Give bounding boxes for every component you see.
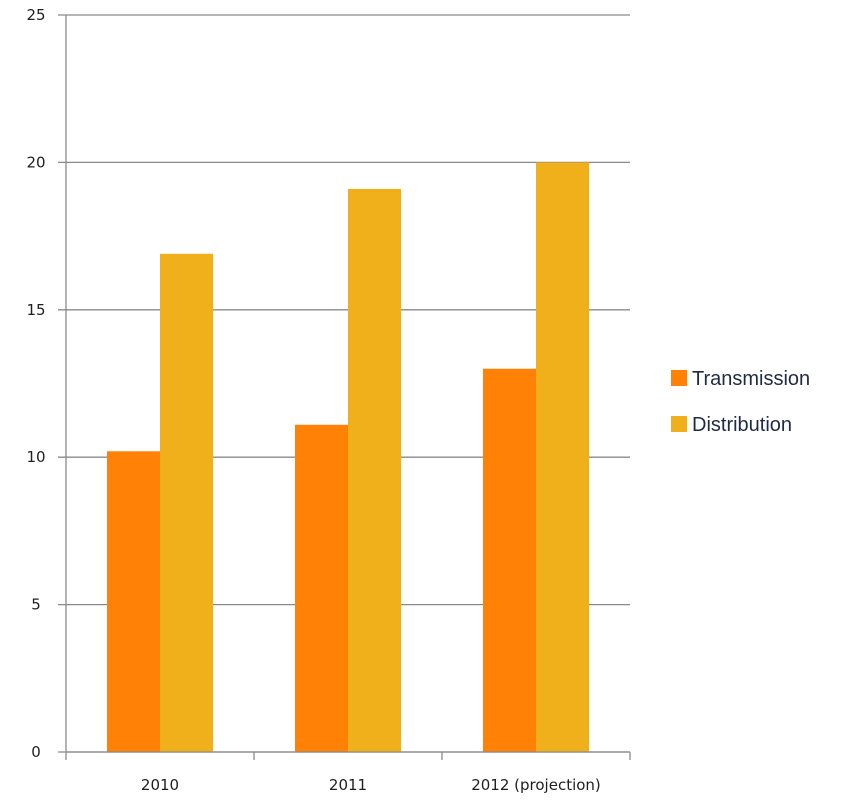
bars [107,162,589,752]
bar-distribution-2 [348,188,401,752]
legend: Transmission Distribution [671,368,810,436]
y-tick-label-15: 15 [26,301,45,319]
bar-transmission-2 [295,424,348,752]
legend-swatch-distribution [671,416,687,432]
y-tick-label-20: 20 [26,153,45,171]
bar-transmission-3 [483,368,536,752]
x-axis-ticks: 2010 2011 2012 (projection) [141,776,601,794]
y-tick-label-10: 10 [26,448,45,466]
legend-label-distribution: Distribution [692,414,792,436]
axes [65,15,631,760]
y-tick-label-25: 25 [26,6,45,24]
bar-transmission-1 [107,451,160,752]
x-tick-label-2: 2011 [329,776,367,794]
legend-label-transmission: Transmission [692,368,810,390]
bar-distribution-1 [160,253,213,752]
y-axis-ticks: 0 5 10 15 20 25 [26,6,45,761]
x-tick-label-3: 2012 (projection) [471,776,601,794]
y-tick-label-0: 0 [31,743,41,761]
y-tick-label-5: 5 [31,596,41,614]
legend-swatch-transmission [671,370,687,386]
bar-distribution-3 [536,162,589,752]
x-tick-label-1: 2010 [141,776,179,794]
